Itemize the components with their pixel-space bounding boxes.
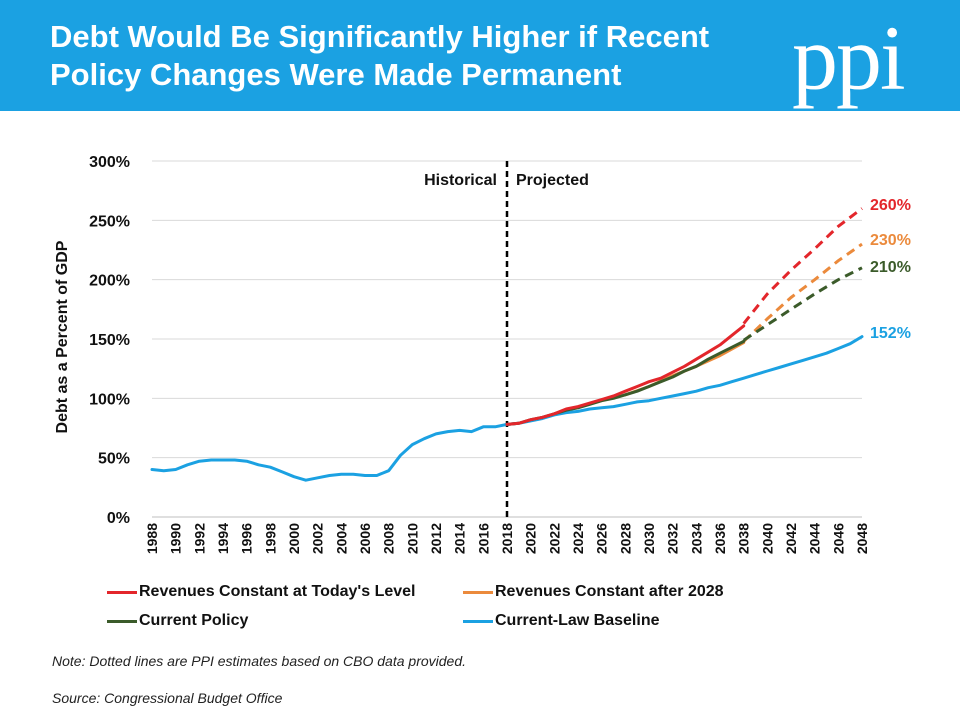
legend-label-baseline: Current-Law Baseline <box>495 612 660 629</box>
title-line-2: Policy Changes Were Made Permanent <box>50 57 622 92</box>
x-tick-label: 2022 <box>546 523 562 554</box>
y-tick-label: 200% <box>89 273 130 290</box>
ppi-logo: ppi <box>792 7 906 109</box>
series-dashed-line-revenues-today <box>742 207 863 325</box>
label-layer: Historical Projected 260% 230% 210% 152% <box>424 172 911 342</box>
x-tick-label: 1992 <box>191 523 207 554</box>
legend-swatch-revenues-after-2028 <box>463 591 493 594</box>
projected-label: Projected <box>516 172 589 189</box>
y-tick-label: 0% <box>107 510 130 527</box>
legend-label-revenues-after-2028: Revenues Constant after 2028 <box>495 583 724 600</box>
x-tick-label: 2044 <box>807 523 823 554</box>
x-tick-label: 2016 <box>475 523 491 554</box>
y-tick-label: 300% <box>89 154 130 171</box>
debt-line-chart: 0% 50% 100% 150% 200% 250% 300% 1988 1990 1992 199… <box>54 154 911 554</box>
chart-title: Debt Would Be Significantly Higher if Re… <box>50 18 770 94</box>
x-tick-label: 1988 <box>144 523 160 554</box>
series-line-revenues-today <box>505 324 746 426</box>
x-tick-label: 2008 <box>381 523 397 554</box>
legend-swatch-current-policy <box>107 620 137 623</box>
series-dashed-line-revenues-after-2028 <box>742 242 863 343</box>
x-tick-label: 2018 <box>499 523 515 554</box>
x-tick-label: 2048 <box>854 523 870 554</box>
x-tick-label: 2004 <box>333 523 349 554</box>
x-tick-label: 2038 <box>736 523 752 554</box>
axis-layer: 0% 50% 100% 150% 200% 250% 300% 1988 1990 1992 199… <box>54 154 870 554</box>
x-tick-label: 2012 <box>428 523 444 554</box>
y-axis-title: Debt as a Percent of GDP <box>54 240 71 433</box>
x-tick-label: 2000 <box>286 523 302 554</box>
x-tick-label: 2032 <box>665 523 681 554</box>
x-tick-label: 2036 <box>712 523 728 554</box>
end-label-revenues-after-2028: 230% <box>870 232 911 249</box>
x-tick-label: 2046 <box>830 523 846 554</box>
x-tick-label: 2026 <box>594 523 610 554</box>
end-label-revenues-today: 260% <box>870 197 911 214</box>
x-tick-label: 2030 <box>641 523 657 554</box>
y-tick-label: 150% <box>89 332 130 349</box>
legend-swatch-revenues-today <box>107 591 137 594</box>
y-tick-label: 100% <box>89 391 130 408</box>
x-tick-label: 1996 <box>239 523 255 554</box>
historical-label: Historical <box>424 172 497 189</box>
legend-swatch-baseline <box>463 620 493 623</box>
end-label-baseline: 152% <box>870 325 911 342</box>
x-tick-label: 2010 <box>404 523 420 554</box>
series-layer <box>150 207 864 482</box>
x-tick-label: 1998 <box>262 523 278 554</box>
title-banner: Debt Would Be Significantly Higher if Re… <box>0 0 960 111</box>
x-tick-label: 2006 <box>357 523 373 554</box>
x-tick-label: 1994 <box>215 523 231 554</box>
series-line-baseline <box>150 335 864 482</box>
x-tick-label: 2014 <box>452 523 468 554</box>
chart-source: Source: Congressional Budget Office <box>52 690 283 706</box>
x-tick-label: 2002 <box>310 523 326 554</box>
title-line-1: Debt Would Be Significantly Higher if Re… <box>50 19 710 54</box>
x-tick-label: 2040 <box>759 523 775 554</box>
legend-label-revenues-today: Revenues Constant at Today's Level <box>139 583 416 600</box>
series-line-current-policy <box>505 339 746 426</box>
x-tick-label: 2020 <box>523 523 539 554</box>
x-tick-label: 2028 <box>617 523 633 554</box>
chart-note: Note: Dotted lines are PPI estimates bas… <box>52 653 467 669</box>
end-label-current-policy: 210% <box>870 259 911 276</box>
x-tick-label: 2024 <box>570 523 586 554</box>
series-dashed-line-current-policy <box>742 266 863 342</box>
x-tick-label: 2042 <box>783 523 799 554</box>
x-tick-label: 1990 <box>168 523 184 554</box>
y-tick-label: 50% <box>98 451 130 468</box>
y-tick-label: 250% <box>89 213 130 230</box>
x-tick-label: 2034 <box>688 523 704 554</box>
legend-label-current-policy: Current Policy <box>139 612 249 629</box>
